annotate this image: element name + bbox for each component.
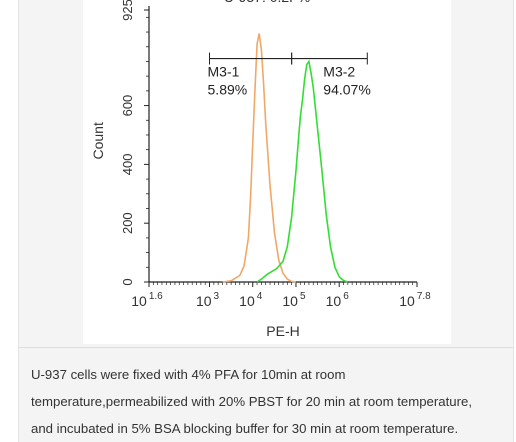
caption-divider bbox=[19, 347, 513, 348]
caption-line: and incubated in 5% BSA blocking buffer … bbox=[31, 421, 459, 436]
x-tick-label: 10 7.8 bbox=[399, 291, 431, 309]
histogram-series-2 bbox=[256, 59, 349, 283]
x-tick-label: 10 4 bbox=[239, 291, 263, 309]
x-tick-label: 10 1.6 bbox=[131, 291, 163, 309]
gate-percent-label: 5.89% bbox=[208, 82, 248, 98]
y-tick-label: 0 bbox=[120, 278, 135, 285]
clipped-header-text: U-937: 0.2F% bbox=[224, 0, 310, 5]
y-axis-title: Count bbox=[90, 122, 106, 159]
caption-line: U-937 cells were fixed with 4% PFA for 1… bbox=[31, 367, 346, 382]
caption-line: temperature,permeabilized with 20% PBST … bbox=[31, 394, 473, 409]
gate-name-label: M3-2 bbox=[323, 64, 355, 80]
y-tick-label: 200 bbox=[120, 212, 135, 234]
x-tick-label: 10 5 bbox=[282, 291, 306, 309]
x-tick-label: 10 3 bbox=[196, 291, 220, 309]
x-axis-title: PE-H bbox=[266, 323, 299, 339]
flow-histogram-chart: U-937: 0.2F% 0 200 400 600 925 101.6 103 104 105 1… bbox=[90, 0, 431, 339]
gate-percent-label: 94.07% bbox=[323, 82, 370, 98]
y-tick-label: 925 bbox=[120, 0, 135, 21]
histogram-series-1 bbox=[222, 33, 297, 283]
x-tick-label: 10 6 bbox=[326, 291, 350, 309]
figure-card: U-937: 0.2F% 0 200 400 600 925 101.6 103 104 105 1… bbox=[18, 0, 514, 442]
gate-name-label: M3-1 bbox=[208, 64, 240, 80]
y-tick-label: 600 bbox=[120, 95, 135, 117]
y-tick-label: 400 bbox=[120, 154, 135, 176]
plot-panel: U-937: 0.2F% 0 200 400 600 925 101.6 103 104 105 1… bbox=[83, 0, 451, 344]
figure-caption: U-937 cells were fixed with 4% PFA for 1… bbox=[31, 361, 507, 442]
